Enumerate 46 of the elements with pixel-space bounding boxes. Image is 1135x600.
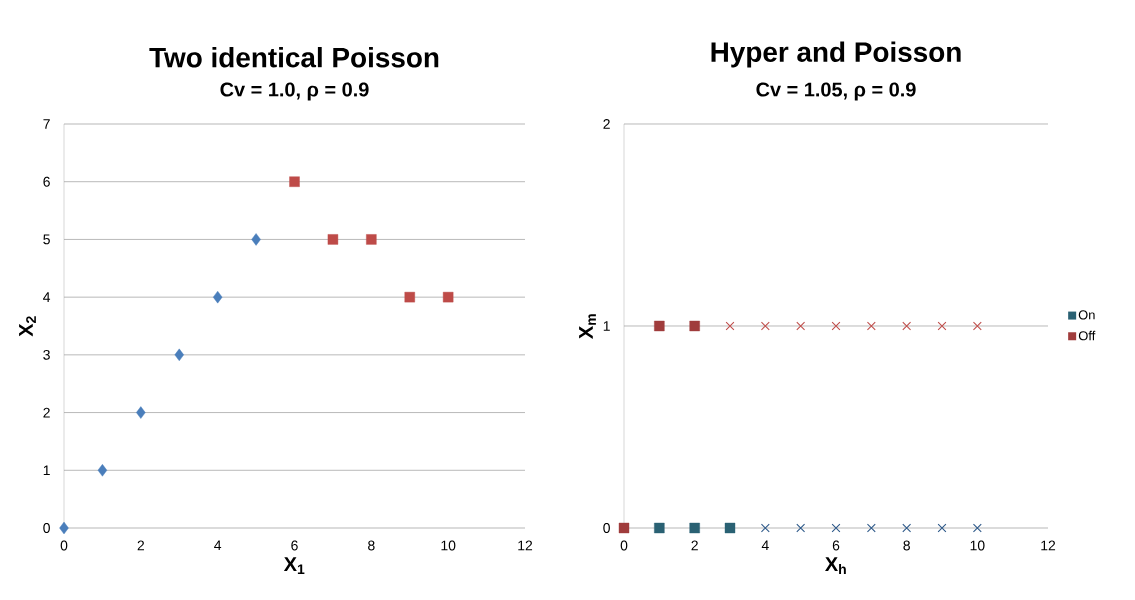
- point: [366, 234, 377, 245]
- point: [404, 291, 415, 303]
- x-tick-label: 4: [761, 540, 769, 551]
- y-tick-label: 3: [43, 349, 50, 360]
- point: [97, 464, 108, 477]
- x-tick-label: 8: [368, 540, 375, 551]
- y-tick-label: 7: [43, 119, 50, 129]
- y-tick-label: 0: [603, 523, 610, 533]
- y-axis-title: X$_{2}$: [19, 316, 36, 337]
- point: [442, 291, 454, 303]
- legend-label: Off: [1078, 330, 1096, 341]
- x-tick-label: 0: [60, 540, 68, 551]
- x-tick-label: 12: [1041, 540, 1056, 551]
- x-tick-label: 6: [832, 540, 840, 551]
- x-tick-label: 0: [620, 540, 628, 551]
- x-tick-label: 6: [291, 540, 298, 551]
- x-tick-label: 2: [137, 540, 145, 551]
- y-tick-label: 5: [43, 234, 50, 245]
- point: [59, 521, 69, 535]
- point: [212, 290, 223, 304]
- y-tick-label: 2: [603, 119, 610, 129]
- legend-label: On: [1078, 310, 1095, 320]
- x-tick-label: 8: [903, 540, 910, 551]
- point: [251, 233, 261, 246]
- point: [174, 348, 184, 362]
- chart-title: Two identical Poisson: [149, 46, 439, 68]
- y-tick-label: 0: [43, 523, 50, 533]
- x-tick-label: 12: [518, 540, 533, 551]
- y-tick-label: 1: [603, 321, 610, 331]
- chart-subtitle: Cv = 1.0, ρ = 0.9: [220, 82, 369, 101]
- x-tick-label: 10: [970, 540, 985, 551]
- point: [136, 406, 146, 419]
- y-tick-label: 6: [43, 176, 50, 187]
- y-tick-label: 2: [43, 407, 50, 418]
- x-tick-label: 2: [691, 540, 698, 551]
- y-tick-label: 1: [43, 465, 50, 476]
- y-axis-title: X$_{m}$: [579, 314, 596, 339]
- x-tick-label: 4: [214, 540, 222, 551]
- chart-subtitle: Cv = 1.05, ρ = 0.9: [756, 82, 916, 101]
- point: [327, 234, 339, 245]
- x-axis-title: X$_{1}$: [283, 557, 305, 575]
- y-tick-label: 4: [43, 292, 51, 302]
- chart-title: Hyper and Poisson: [711, 41, 961, 68]
- x-axis-title: X$_{h}$: [825, 557, 846, 575]
- x-tick-label: 10: [441, 540, 456, 551]
- point: [289, 176, 300, 187]
